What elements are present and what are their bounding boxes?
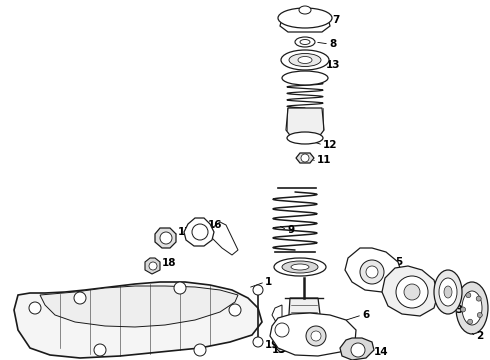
Polygon shape bbox=[288, 298, 322, 340]
Circle shape bbox=[253, 337, 263, 347]
Circle shape bbox=[160, 232, 172, 244]
Circle shape bbox=[194, 344, 206, 356]
Circle shape bbox=[174, 282, 186, 294]
Text: 1: 1 bbox=[265, 277, 272, 287]
Ellipse shape bbox=[462, 291, 482, 325]
Ellipse shape bbox=[299, 6, 311, 14]
Text: 14: 14 bbox=[374, 347, 389, 357]
Ellipse shape bbox=[434, 270, 462, 314]
Circle shape bbox=[94, 344, 106, 356]
Circle shape bbox=[396, 276, 428, 308]
Text: 7: 7 bbox=[332, 15, 340, 25]
Text: 3: 3 bbox=[455, 305, 462, 315]
Circle shape bbox=[229, 304, 241, 316]
Polygon shape bbox=[40, 286, 238, 327]
Polygon shape bbox=[210, 222, 238, 255]
Ellipse shape bbox=[281, 50, 329, 70]
Circle shape bbox=[404, 284, 420, 300]
Circle shape bbox=[311, 331, 321, 341]
Polygon shape bbox=[270, 313, 356, 356]
Ellipse shape bbox=[289, 54, 321, 67]
Text: 17: 17 bbox=[178, 227, 193, 237]
Circle shape bbox=[253, 285, 263, 295]
Circle shape bbox=[149, 262, 157, 270]
Polygon shape bbox=[318, 340, 332, 352]
Text: 5: 5 bbox=[395, 257, 402, 267]
Text: 8: 8 bbox=[329, 39, 336, 49]
Polygon shape bbox=[382, 266, 438, 316]
Text: 4: 4 bbox=[436, 295, 443, 305]
Polygon shape bbox=[155, 228, 176, 248]
Text: 12: 12 bbox=[323, 140, 338, 150]
Text: 6: 6 bbox=[362, 310, 369, 320]
Ellipse shape bbox=[300, 40, 310, 45]
Text: 19: 19 bbox=[265, 340, 279, 350]
Circle shape bbox=[366, 266, 378, 278]
Ellipse shape bbox=[291, 264, 309, 270]
Circle shape bbox=[466, 293, 471, 298]
Ellipse shape bbox=[282, 71, 328, 85]
Polygon shape bbox=[184, 218, 214, 246]
Text: 15: 15 bbox=[272, 345, 287, 355]
Polygon shape bbox=[340, 338, 374, 360]
Ellipse shape bbox=[274, 258, 326, 276]
Circle shape bbox=[360, 260, 384, 284]
Text: 18: 18 bbox=[162, 258, 176, 268]
Polygon shape bbox=[145, 258, 160, 274]
Ellipse shape bbox=[278, 8, 332, 28]
Text: 16: 16 bbox=[208, 220, 222, 230]
Ellipse shape bbox=[295, 37, 315, 47]
Circle shape bbox=[477, 312, 482, 318]
Ellipse shape bbox=[298, 57, 312, 63]
Ellipse shape bbox=[282, 261, 318, 273]
Ellipse shape bbox=[456, 282, 488, 334]
Ellipse shape bbox=[444, 286, 452, 298]
Circle shape bbox=[467, 319, 473, 324]
Circle shape bbox=[461, 307, 465, 312]
Polygon shape bbox=[276, 340, 290, 352]
Ellipse shape bbox=[439, 278, 457, 306]
Circle shape bbox=[74, 292, 86, 304]
Text: 9: 9 bbox=[287, 225, 294, 235]
Circle shape bbox=[301, 154, 309, 162]
Polygon shape bbox=[345, 248, 402, 292]
Circle shape bbox=[29, 302, 41, 314]
Text: 13: 13 bbox=[326, 60, 341, 70]
Text: 10: 10 bbox=[295, 267, 310, 277]
Circle shape bbox=[192, 224, 208, 240]
Polygon shape bbox=[14, 282, 262, 358]
Circle shape bbox=[275, 323, 289, 337]
Ellipse shape bbox=[287, 132, 323, 144]
Text: 2: 2 bbox=[476, 331, 483, 341]
Polygon shape bbox=[296, 153, 314, 163]
Polygon shape bbox=[286, 108, 324, 138]
Polygon shape bbox=[272, 305, 282, 322]
Polygon shape bbox=[280, 18, 330, 32]
Text: 11: 11 bbox=[317, 155, 332, 165]
Circle shape bbox=[476, 296, 481, 301]
Circle shape bbox=[351, 343, 365, 357]
Circle shape bbox=[306, 326, 326, 346]
